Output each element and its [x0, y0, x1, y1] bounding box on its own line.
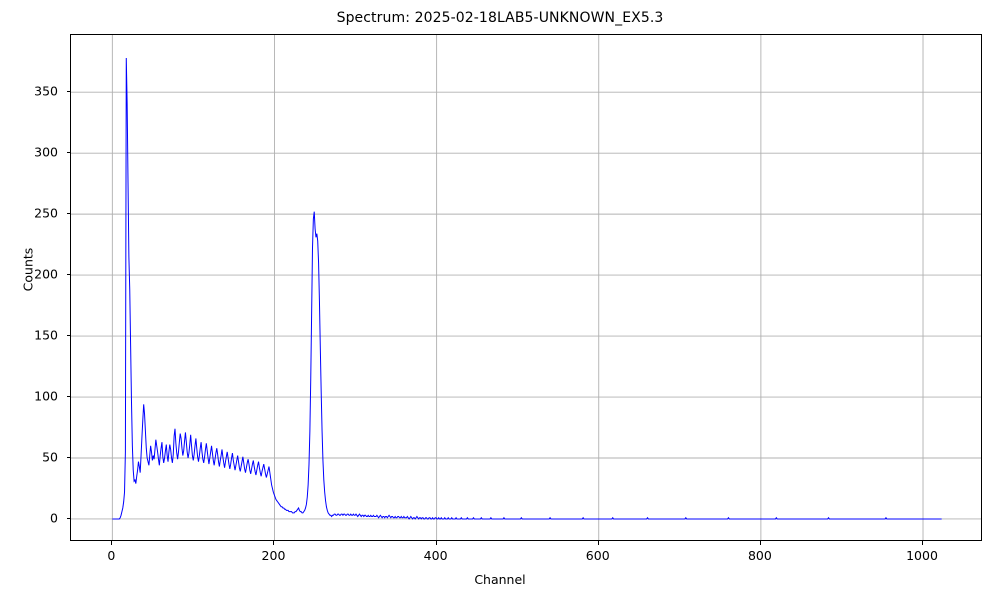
- y-tickmark: [66, 91, 70, 93]
- x-tickmark: [111, 541, 113, 545]
- x-tick-label: 800: [747, 548, 772, 563]
- y-tickmark: [66, 213, 70, 215]
- y-tick-label: 350: [34, 83, 58, 99]
- y-tick-label: 50: [42, 449, 58, 465]
- y-tick-label: 100: [34, 388, 58, 404]
- data-series-group: [112, 58, 942, 520]
- y-tick-label: 250: [34, 205, 58, 221]
- y-tick-label: 150: [34, 327, 58, 343]
- plot-svg: [71, 35, 981, 540]
- x-tickmark: [597, 541, 599, 545]
- x-tickmark: [273, 541, 275, 545]
- y-tickmark: [66, 274, 70, 276]
- spectrum-line: [112, 58, 942, 520]
- y-tickmark: [66, 396, 70, 398]
- y-tick-label: 300: [34, 144, 58, 160]
- x-tickmark: [759, 541, 761, 545]
- y-tick-label: 200: [34, 266, 58, 282]
- grid-lines: [71, 35, 981, 540]
- y-tick-label: 0: [50, 510, 58, 526]
- x-tick-label: 600: [585, 548, 610, 563]
- y-tickmark: [66, 517, 70, 519]
- y-tickmark: [66, 456, 70, 458]
- y-tickmark: [66, 335, 70, 337]
- x-tick-label: 1000: [906, 548, 938, 563]
- y-tickmark: [66, 152, 70, 154]
- page-title: Spectrum: 2025-02-18LAB5-UNKNOWN_EX5.3: [336, 10, 664, 26]
- x-axis-label: Channel: [474, 572, 526, 587]
- x-tick-label: 200: [261, 548, 286, 563]
- y-axis-label: Counts: [20, 247, 36, 292]
- x-tick-label: 400: [423, 548, 448, 563]
- plot-area: [70, 34, 982, 541]
- x-tick-label: 0: [107, 548, 116, 563]
- x-tickmark: [435, 541, 437, 545]
- x-tickmark: [922, 541, 923, 545]
